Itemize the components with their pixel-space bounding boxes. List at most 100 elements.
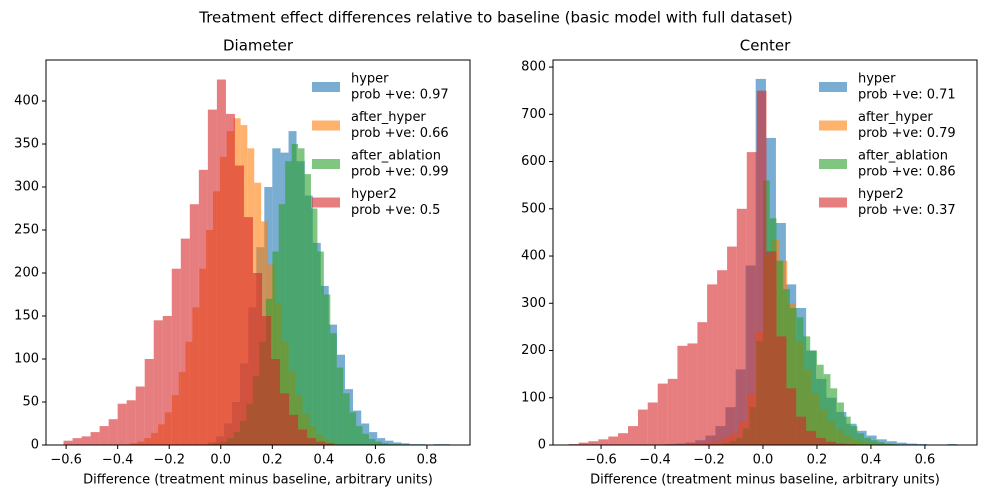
x-tick-label: 0.4: [861, 453, 882, 468]
legend-note: prob +ve: 0.5: [351, 203, 440, 218]
y-tick-label: 700: [521, 107, 546, 122]
x-tick-label: 0.0: [210, 453, 231, 468]
x-tick-label: −0.6: [585, 453, 617, 468]
y-tick-label: 800: [521, 60, 546, 75]
histogram-bar: [677, 346, 687, 445]
legend-note: prob +ve: 0.71: [858, 88, 956, 103]
histogram-bar: [289, 415, 298, 445]
histogram-bar: [311, 209, 317, 445]
histogram-bar: [375, 442, 381, 445]
y-tick-label: 400: [14, 94, 39, 109]
histogram-bar: [271, 359, 280, 445]
histogram-bar: [330, 333, 336, 445]
histogram-bar: [817, 365, 824, 445]
legend-swatch: [819, 82, 847, 92]
histogram-bar: [658, 384, 668, 445]
legend-note: prob +ve: 0.97: [351, 88, 449, 103]
x-tick-label: 0.6: [915, 453, 936, 468]
histogram-bar: [786, 388, 796, 445]
y-tick-label: 50: [22, 395, 39, 410]
y-tick-label: 350: [14, 137, 39, 152]
x-tick-label: −0.6: [50, 453, 82, 468]
histogram-bar: [697, 322, 707, 445]
histogram-bar: [118, 404, 127, 445]
x-axis-label: Difference (treatment minus baseline, ar…: [590, 473, 940, 488]
histogram-bar: [199, 170, 208, 445]
histogram-bar: [298, 148, 304, 445]
y-tick-label: 600: [521, 154, 546, 169]
legend-swatch: [312, 159, 340, 169]
y-tick-label: 150: [14, 309, 39, 324]
histogram-bar: [337, 368, 343, 445]
histogram-bar: [100, 426, 109, 445]
x-tick-label: −0.2: [153, 453, 185, 468]
histogram-bar: [262, 316, 271, 445]
y-tick-label: 250: [14, 223, 39, 238]
histogram-bar: [226, 114, 235, 445]
legend-swatch: [312, 198, 340, 208]
histogram-bar: [190, 204, 199, 445]
histogram-bar: [316, 442, 325, 445]
histogram-bar: [253, 273, 262, 445]
histogram-bar: [668, 379, 678, 445]
histogram-bar: [776, 336, 786, 445]
histogram-bar: [707, 284, 717, 445]
legend-label: hyper2: [351, 187, 397, 202]
histogram-bar: [830, 388, 837, 445]
histogram-bar: [837, 402, 844, 445]
axes-title: Center: [740, 37, 791, 55]
x-tick-label: 0.6: [365, 453, 386, 468]
histogram-bar: [307, 438, 316, 445]
legend-swatch: [819, 121, 847, 131]
legend-label: after_ablation: [858, 149, 948, 164]
y-tick-label: 0: [31, 438, 39, 453]
histogram-bar: [298, 430, 307, 445]
histogram-bar: [638, 410, 648, 445]
legend-note: prob +ve: 0.66: [351, 126, 449, 141]
histogram-bar: [628, 426, 638, 445]
histogram-bar: [687, 343, 697, 445]
histogram-bar: [824, 374, 831, 445]
legend-swatch: [819, 159, 847, 169]
y-tick-label: 0: [538, 438, 546, 453]
histogram-bar: [766, 251, 776, 445]
histogram-bar: [181, 239, 190, 445]
histogram-bar: [217, 80, 226, 445]
histogram-bar: [317, 252, 323, 445]
histogram-bar: [844, 417, 851, 445]
x-tick-label: 0.0: [753, 453, 774, 468]
histogram-bar: [618, 433, 628, 445]
histogram-bar: [64, 441, 73, 445]
histogram-bar: [737, 209, 747, 445]
legend-label: after_hyper: [351, 110, 426, 125]
y-tick-label: 200: [521, 343, 546, 358]
histogram-bar: [369, 439, 375, 445]
histogram-bar: [588, 441, 598, 445]
x-tick-label: 0.2: [807, 453, 828, 468]
legend-note: prob +ve: 0.86: [858, 165, 956, 180]
legend-label: hyper2: [858, 187, 904, 202]
histogram-bar: [145, 359, 154, 445]
y-tick-label: 500: [521, 201, 546, 216]
histogram-bar: [154, 320, 163, 445]
histogram-bar: [796, 417, 806, 445]
y-tick-label: 400: [521, 249, 546, 264]
histogram-bar: [280, 393, 289, 445]
histogram-bar: [363, 434, 369, 445]
histogram-bar: [343, 393, 349, 445]
histogram-bar: [163, 316, 172, 445]
histogram-bar: [717, 270, 727, 445]
legend-note: prob +ve: 0.99: [351, 165, 449, 180]
y-tick-label: 300: [521, 296, 546, 311]
histogram-bar: [871, 440, 878, 445]
histogram-bar: [727, 247, 737, 445]
histogram-bar: [136, 387, 145, 445]
axes-title: Diameter: [223, 37, 294, 55]
histogram-bar: [350, 412, 356, 445]
histogram-bar: [172, 269, 181, 445]
legend-swatch: [312, 121, 340, 131]
x-tick-label: 0.2: [262, 453, 283, 468]
histogram-bar: [757, 91, 767, 445]
legend-swatch: [312, 82, 340, 92]
histogram-bar: [208, 110, 217, 445]
